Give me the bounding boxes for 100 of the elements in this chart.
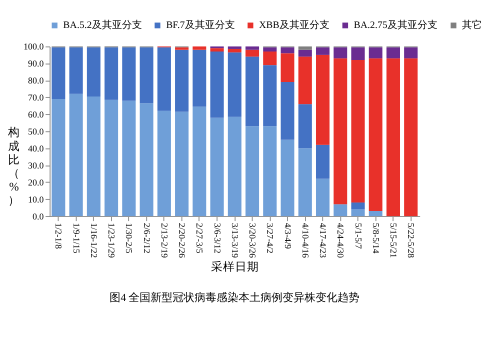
- bar: [334, 47, 348, 58]
- x-tick-label: 5/1-5/7: [353, 222, 364, 250]
- bar: [228, 52, 242, 117]
- bar: [298, 50, 312, 57]
- bar: [228, 48, 242, 52]
- y-tick-label: 50.0: [28, 126, 44, 136]
- bar: [246, 126, 260, 216]
- x-tick-label: 3/27-4/2: [265, 222, 276, 254]
- bar: [263, 126, 277, 216]
- x-tick-label: 1/16-1/22: [88, 222, 99, 258]
- bar: [351, 202, 365, 210]
- y-tick-label: 100.0: [23, 42, 44, 52]
- x-tick-label: 2/13-2/19: [159, 222, 170, 258]
- bar: [298, 148, 312, 216]
- x-tick-label: 1/23-1/29: [106, 222, 117, 258]
- bar: [122, 47, 136, 101]
- legend-label: XBB及其亚分支: [259, 19, 330, 32]
- x-tick-label: 5/15-5/21: [388, 222, 399, 258]
- y-tick-label: 20.0: [28, 177, 44, 188]
- bar: [175, 47, 189, 50]
- bar: [104, 47, 118, 100]
- bar: [210, 48, 224, 52]
- x-tick-label: 2/27-3/5: [194, 222, 205, 254]
- bar: [246, 50, 260, 57]
- bar: [122, 100, 136, 216]
- legend-label: BF.7及其亚分支: [166, 19, 235, 32]
- y-tick-label: 90.0: [28, 58, 44, 69]
- x-tick-label: 1/2-1/8: [54, 222, 64, 250]
- bar: [316, 178, 330, 216]
- caption: 图4 全国新型冠状病毒感染本土病例变异株变化趋势: [110, 290, 360, 304]
- bar: [316, 144, 330, 179]
- bar: [263, 65, 277, 126]
- bar: [140, 103, 154, 216]
- x-tick-label: 3/13-3/19: [230, 222, 240, 258]
- x-tick-label: 4/17-4/23: [318, 222, 328, 258]
- bar: [192, 106, 206, 216]
- legend-label: BA.2.75及其亚分支: [354, 19, 438, 32]
- bar: [69, 94, 83, 216]
- x-tick-label: 4/10-4/16: [300, 222, 310, 258]
- y-axis-title: 构成比（%）: [6, 126, 20, 207]
- bar: [368, 211, 382, 216]
- bar: [157, 47, 171, 111]
- bar: [192, 50, 206, 107]
- bar: [334, 58, 348, 204]
- bar: [386, 47, 400, 58]
- x-tick-label: 2/6-2/12: [142, 222, 152, 254]
- bar: [404, 47, 418, 58]
- bar: [175, 50, 189, 112]
- x-tick-label: 5/22-5/28: [406, 222, 416, 258]
- y-tick-label: 0.0: [32, 211, 44, 222]
- bar: [316, 54, 330, 145]
- bar: [404, 58, 418, 216]
- y-tick-label: 30.0: [28, 160, 44, 170]
- bar: [140, 47, 154, 104]
- bar: [368, 47, 382, 58]
- bar: [280, 140, 294, 216]
- bar: [228, 116, 242, 216]
- bar: [298, 104, 312, 148]
- bar: [316, 47, 330, 55]
- x-tick-label: 1/9-1/15: [71, 222, 82, 254]
- x-axis-title: 采样日期: [211, 260, 260, 274]
- bar: [228, 46, 242, 49]
- bar: [69, 47, 83, 94]
- bar: [175, 112, 189, 216]
- legend-label: 其它: [462, 19, 482, 32]
- x-tick-label: 1/30-2/5: [124, 222, 134, 254]
- x-tick-label: 3/20-3/26: [248, 222, 258, 258]
- y-tick-label: 40.0: [28, 143, 44, 154]
- bar: [246, 46, 260, 50]
- bar: [263, 47, 277, 52]
- y-tick-label: 70.0: [28, 92, 44, 102]
- bar: [52, 47, 66, 100]
- legend-label: BA.5.2及其亚分支: [63, 19, 142, 32]
- bar: [280, 82, 294, 140]
- bar: [386, 58, 400, 216]
- bar: [246, 56, 260, 126]
- bar: [52, 99, 66, 216]
- bar: [298, 56, 312, 104]
- bar: [368, 58, 382, 212]
- y-tick-label: 10.0: [28, 194, 44, 204]
- x-tick-label: 4/24-4/30: [336, 222, 346, 258]
- y-tick-label: 60.0: [28, 109, 44, 120]
- bar: [210, 118, 224, 216]
- bar: [298, 46, 312, 50]
- bar: [86, 47, 100, 96]
- bar: [351, 47, 365, 60]
- bar: [192, 46, 206, 50]
- y-tick-label: 80.0: [28, 76, 44, 86]
- x-tick-label: 4/3-4/9: [282, 222, 293, 250]
- x-tick-label: 5/8-5/14: [370, 222, 381, 254]
- bar: [104, 100, 118, 216]
- bar: [351, 209, 365, 216]
- bar: [351, 60, 365, 203]
- bar: [263, 52, 277, 66]
- bar: [280, 53, 294, 82]
- bar: [86, 96, 100, 216]
- bar: [157, 110, 171, 216]
- bar: [210, 52, 224, 118]
- bar: [280, 47, 294, 54]
- bar: [334, 204, 348, 216]
